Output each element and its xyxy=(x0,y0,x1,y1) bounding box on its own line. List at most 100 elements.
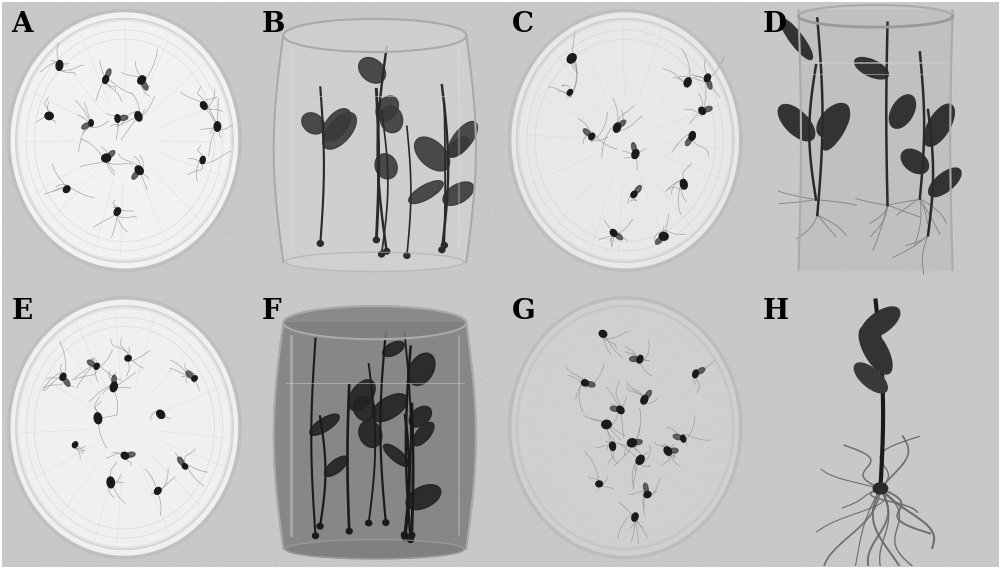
Point xyxy=(151,84,167,93)
Point xyxy=(256,512,272,521)
Point xyxy=(233,152,249,161)
Point xyxy=(466,449,482,458)
Point xyxy=(636,16,652,25)
Point xyxy=(287,2,303,11)
Point xyxy=(132,336,148,345)
Point xyxy=(304,287,320,296)
Point xyxy=(639,9,655,18)
Point xyxy=(458,482,474,491)
Point xyxy=(196,441,212,450)
Point xyxy=(567,394,583,403)
Point xyxy=(49,231,65,240)
Point xyxy=(867,529,883,538)
Point xyxy=(555,393,571,402)
Point xyxy=(380,220,396,229)
Point xyxy=(589,312,605,321)
Point xyxy=(111,486,127,495)
Point xyxy=(450,360,466,369)
Point xyxy=(887,337,903,346)
Point xyxy=(703,207,719,216)
Point xyxy=(561,148,577,157)
Point xyxy=(75,229,91,238)
Point xyxy=(306,460,322,469)
Point xyxy=(849,489,865,498)
Point xyxy=(2,220,18,229)
Point xyxy=(408,479,424,488)
Point xyxy=(889,77,905,86)
Point xyxy=(43,463,59,473)
Point xyxy=(8,441,24,450)
Point xyxy=(21,483,37,492)
Point xyxy=(563,158,579,167)
Point xyxy=(32,339,48,348)
Point xyxy=(301,184,317,193)
Point xyxy=(74,113,90,122)
Point xyxy=(49,112,65,122)
Point xyxy=(862,53,878,62)
Point xyxy=(319,537,335,546)
Point xyxy=(946,25,962,34)
Point xyxy=(376,369,392,378)
Point xyxy=(877,177,893,186)
Point xyxy=(678,351,694,360)
Point xyxy=(30,371,46,381)
Point xyxy=(0,211,13,220)
Point xyxy=(447,399,463,408)
Point xyxy=(905,183,921,193)
Point xyxy=(264,90,280,99)
Point xyxy=(637,3,653,12)
Point xyxy=(17,489,33,498)
Point xyxy=(252,294,268,303)
Point xyxy=(447,488,463,497)
Point xyxy=(949,43,965,52)
Point xyxy=(470,287,486,296)
Point xyxy=(219,441,235,450)
Point xyxy=(0,30,14,39)
Point xyxy=(44,495,60,504)
Point xyxy=(424,16,440,25)
Point xyxy=(943,559,959,568)
Point xyxy=(30,452,46,461)
Point xyxy=(262,0,278,7)
Point xyxy=(434,223,450,232)
Point xyxy=(291,103,307,112)
Point xyxy=(881,256,897,265)
Point xyxy=(722,12,738,21)
Point xyxy=(920,43,936,52)
Point xyxy=(893,111,909,120)
Point xyxy=(311,300,327,310)
Point xyxy=(675,481,691,490)
Point xyxy=(955,292,971,301)
Point xyxy=(714,108,730,118)
Point xyxy=(579,39,595,48)
Point xyxy=(389,135,405,144)
Point xyxy=(140,408,156,417)
Point xyxy=(463,237,479,246)
Point xyxy=(317,42,333,51)
Point xyxy=(976,408,992,417)
Point xyxy=(23,349,39,358)
Point xyxy=(556,260,572,269)
Point xyxy=(130,62,146,72)
Point xyxy=(314,203,330,212)
Point xyxy=(565,151,581,160)
Point xyxy=(683,461,699,470)
Point xyxy=(305,292,321,301)
Point xyxy=(953,59,969,68)
Point xyxy=(564,92,580,101)
Point xyxy=(117,407,133,416)
Point xyxy=(544,100,560,109)
Point xyxy=(617,517,633,527)
Point xyxy=(178,253,194,262)
Point xyxy=(203,231,219,240)
Point xyxy=(73,438,89,448)
Point xyxy=(125,249,141,258)
Point xyxy=(345,462,361,471)
Point xyxy=(877,211,893,220)
Point xyxy=(27,207,43,216)
Point xyxy=(260,141,276,151)
Point xyxy=(188,133,204,143)
Point xyxy=(172,262,188,272)
Point xyxy=(705,365,721,374)
Point xyxy=(966,366,982,375)
